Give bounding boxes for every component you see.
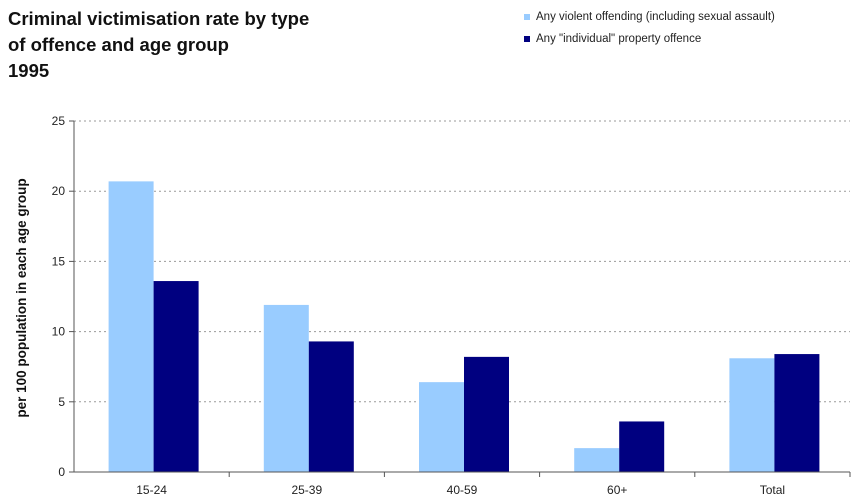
bar-property-25-39 — [308, 341, 354, 472]
y-tick-label-15: 15 — [52, 254, 66, 268]
y-tick-label-20: 20 — [52, 184, 66, 198]
legend-item-violent: Any violent offending (including sexual … — [524, 6, 775, 28]
gridlines — [74, 120, 850, 403]
y-tick-labels: 0 5 10 15 20 25 — [52, 114, 74, 479]
bar-property-60+ — [619, 421, 665, 472]
y-tick-label-0: 0 — [58, 465, 65, 479]
bar-property-15-24 — [153, 281, 199, 472]
y-tick-label-25: 25 — [52, 114, 66, 128]
legend-item-property: Any "individual" property offence — [524, 28, 775, 50]
bar-violent-40-59 — [419, 382, 464, 472]
chart-title-line-3: 1995 — [8, 60, 50, 81]
bars — [108, 181, 820, 472]
axes — [73, 121, 850, 473]
legend-label-property: Any "individual" property offence — [536, 33, 702, 45]
x-tick-label-25-39: 25-39 — [291, 483, 322, 497]
y-axis-label: per 100 population in each age group — [14, 178, 29, 417]
chart-title-line-1: Criminal victimisation rate by type — [8, 8, 310, 29]
bar-violent-15-24 — [108, 181, 154, 472]
legend: Any violent offending (including sexual … — [524, 6, 775, 50]
y-tick-label-10: 10 — [52, 325, 66, 339]
legend-swatch-violent — [524, 14, 530, 20]
bar-property-Total — [774, 354, 820, 472]
x-tick-labels: 15-24 25-39 40-59 60+ Total — [136, 472, 851, 497]
bar-violent-Total — [729, 358, 775, 472]
x-tick-label-60+: 60+ — [607, 483, 627, 497]
x-tick-label-40-59: 40-59 — [447, 483, 478, 497]
legend-swatch-property — [524, 36, 530, 42]
bar-property-40-59 — [464, 356, 509, 472]
bar-violent-60+ — [574, 448, 620, 472]
legend-label-violent: Any violent offending (including sexual … — [536, 11, 775, 23]
x-tick-label-Total: Total — [760, 483, 785, 497]
chart-title-line-2: of offence and age group — [8, 34, 229, 55]
bar-violent-25-39 — [263, 304, 309, 472]
chart-title: Criminal victimisation rate by type of o… — [8, 6, 309, 84]
y-tick-label-5: 5 — [58, 395, 65, 409]
x-tick-label-15-24: 15-24 — [136, 483, 167, 497]
